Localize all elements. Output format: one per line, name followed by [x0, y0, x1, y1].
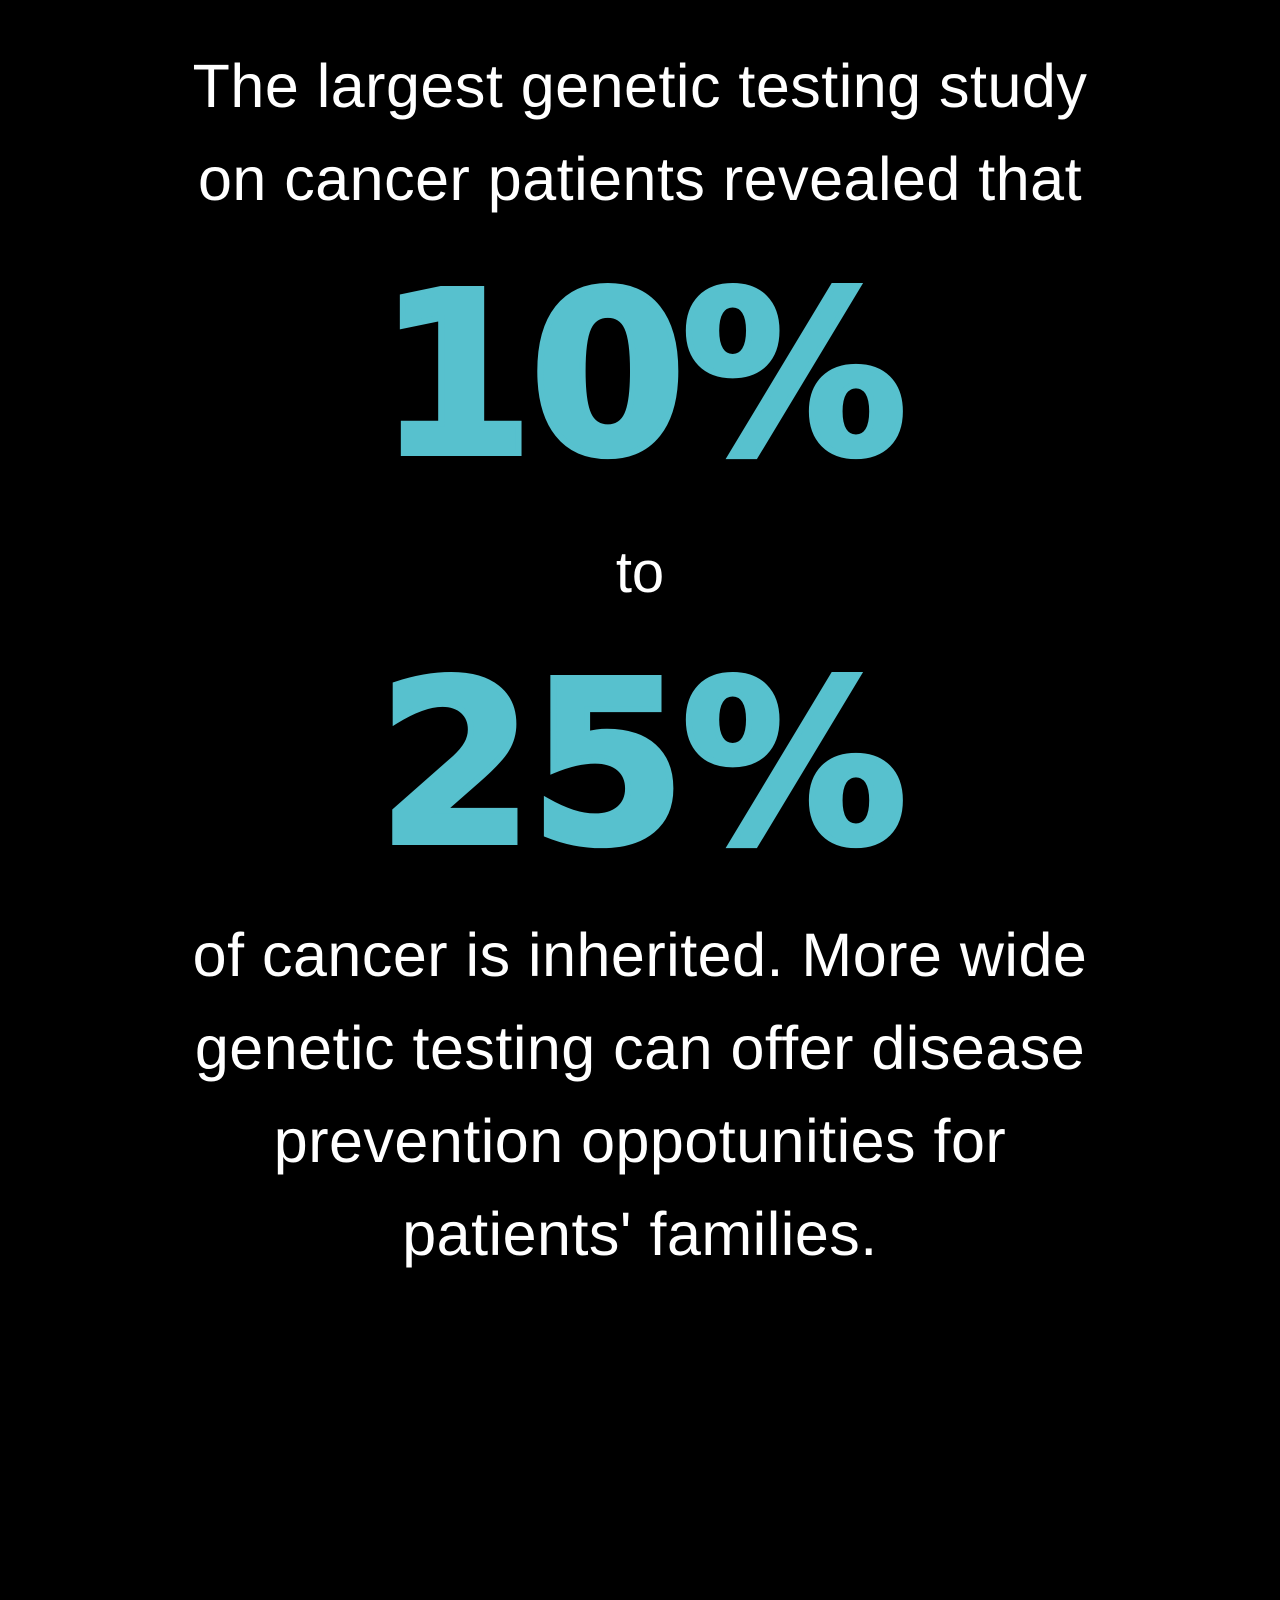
- body-line-4: patients' families.: [402, 1199, 878, 1268]
- stat-low-percentage: 10%: [374, 245, 910, 508]
- body-line-2: genetic testing can offer disease: [194, 1014, 1086, 1083]
- intro-line-1: The largest genetic testing study: [192, 52, 1088, 120]
- body-line-3: prevention oppotunities for: [273, 1106, 1007, 1175]
- connector-text: to: [615, 540, 665, 606]
- intro-text: The largest genetic testing study on can…: [193, 40, 1088, 225]
- intro-line-2: on cancer patients revealed that: [197, 144, 1083, 213]
- body-line-1: of cancer is inherited. More wide: [192, 921, 1088, 990]
- stat-high-percentage: 25%: [374, 634, 910, 897]
- body-text: of cancer is inherited. More wide geneti…: [193, 909, 1088, 1280]
- content-stack: The largest genetic testing study on can…: [193, 40, 1088, 1280]
